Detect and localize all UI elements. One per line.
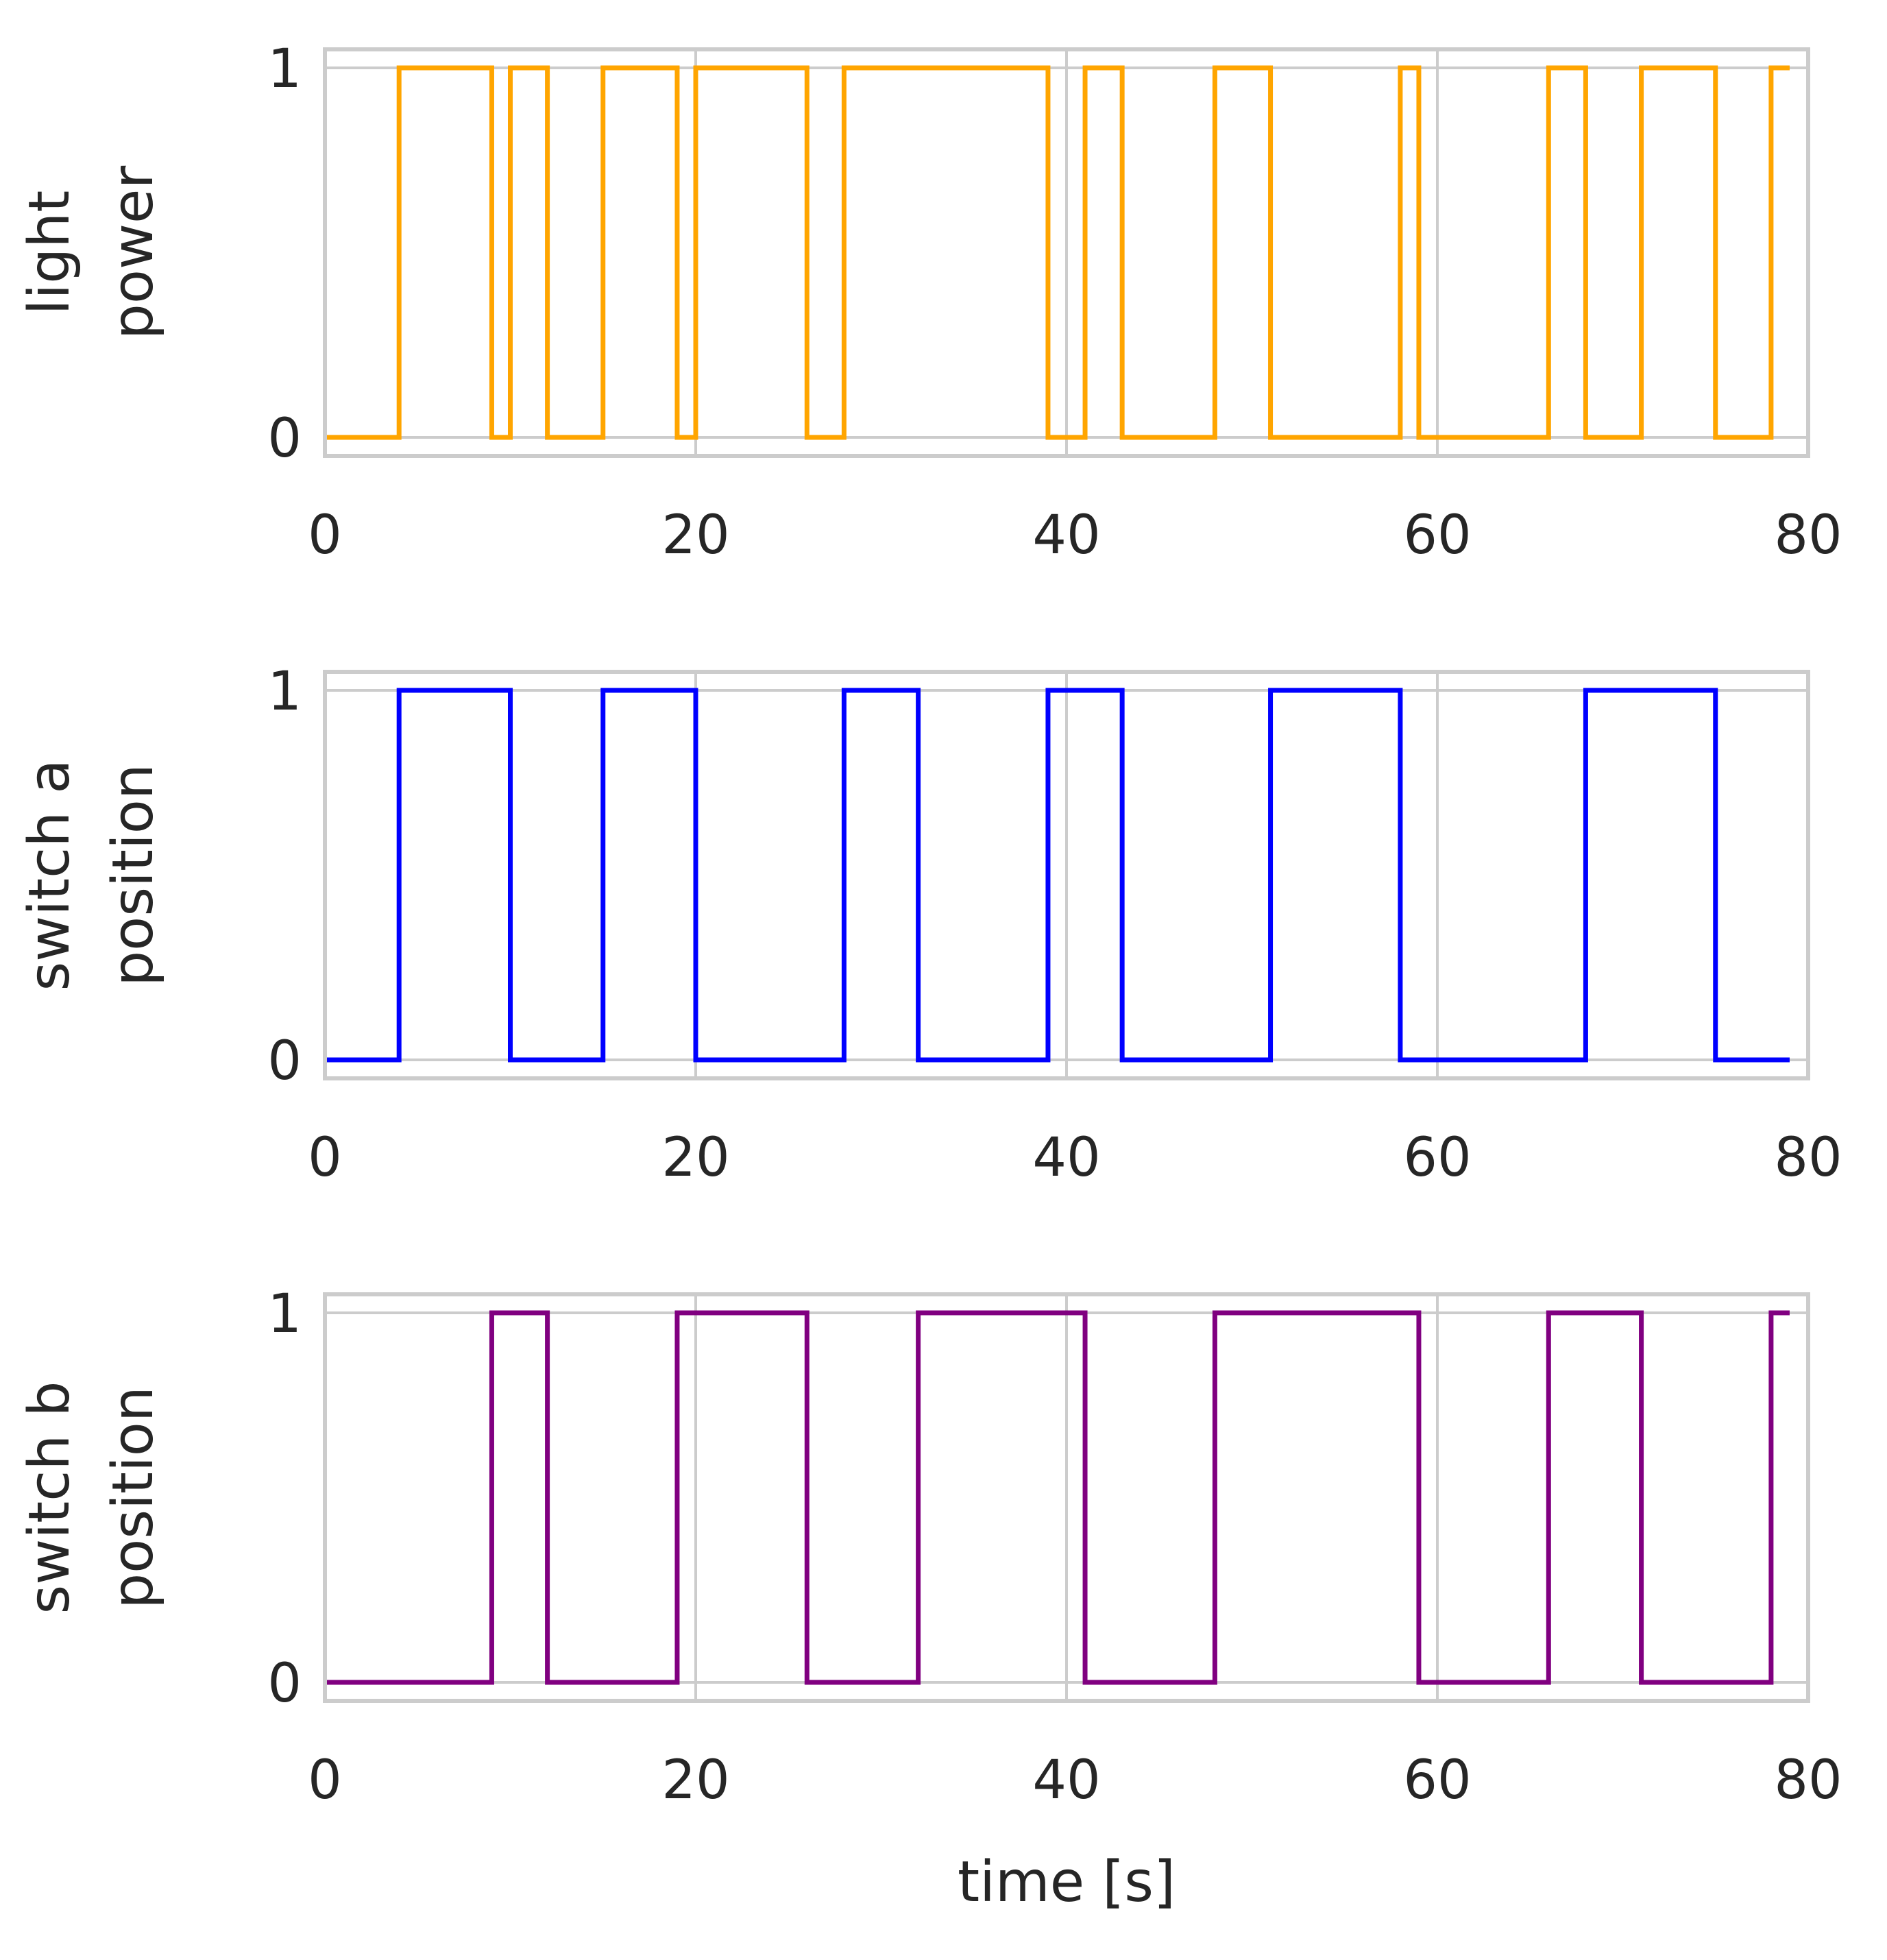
series-line-1 (325, 65, 1790, 440)
panel-1: 0 20 40 60 80 0 1 light power (17, 38, 1842, 566)
x-tick-label: 60 (1403, 505, 1471, 566)
series-line-1 (325, 688, 1790, 1063)
x-tick-label: 0 (308, 1127, 342, 1189)
y-axis-label-line-1: switch b (17, 1381, 82, 1614)
y-axis-label-line-2: power (101, 165, 166, 339)
series-line-1 (325, 1310, 1790, 1685)
x-tick-label: 20 (661, 1750, 729, 1811)
y-tick-label: 1 (267, 1283, 302, 1345)
x-tick-label: 0 (308, 505, 342, 566)
y-axis-label-line-1: light (17, 191, 82, 315)
x-tick-label: 20 (661, 1127, 729, 1189)
x-tick-label: 80 (1774, 1127, 1842, 1189)
plot-frame (323, 1292, 1810, 1703)
y-tick-label: 0 (267, 1653, 302, 1715)
y-axis-label-line-1: switch a (17, 759, 82, 991)
x-tick-label: 40 (1032, 1750, 1100, 1811)
y-axis-label-line-2: position (101, 764, 166, 987)
x-tick-label: 40 (1032, 505, 1100, 566)
y-axis-label-line-2: position (101, 1386, 166, 1609)
x-tick-label: 80 (1774, 505, 1842, 566)
y-tick-label: 0 (267, 1030, 302, 1092)
plot-frame (323, 670, 1810, 1080)
x-tick-label: 20 (661, 505, 729, 566)
y-tick-label: 1 (267, 661, 302, 723)
x-tick-label: 40 (1032, 1127, 1100, 1189)
x-tick-label: 60 (1403, 1750, 1471, 1811)
x-tick-label: 60 (1403, 1127, 1471, 1189)
y-tick-label: 1 (267, 38, 302, 100)
plot-frame (323, 47, 1810, 458)
panel-3: 0 20 40 60 80 0 1 switch b position time [s] (17, 1283, 1842, 1915)
x-axis-label: time [s] (958, 1850, 1176, 1915)
panel-2: 0 20 40 60 80 0 1 switch a position (17, 661, 1842, 1189)
x-tick-label: 80 (1774, 1750, 1842, 1811)
x-tick-label: 0 (308, 1750, 342, 1811)
y-tick-label: 0 (267, 408, 302, 470)
